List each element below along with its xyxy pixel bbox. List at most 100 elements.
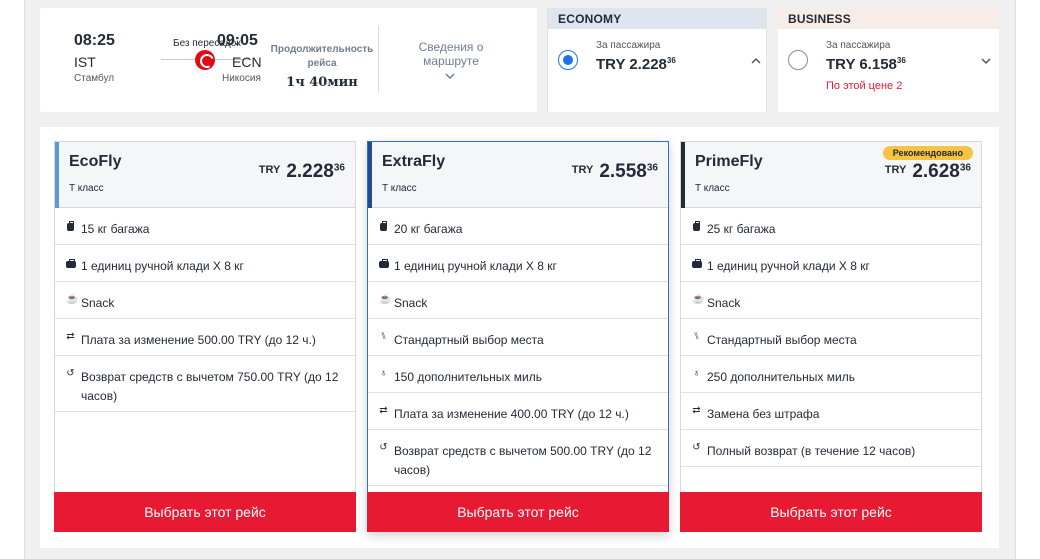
economy-cabin-title: ECONOMY bbox=[548, 8, 766, 29]
feature-text: Полный возврат (в течение 12 часов) bbox=[707, 444, 916, 458]
fare-header: Рекомендовано PrimeFly T класс TRY 2.6283… bbox=[681, 142, 981, 208]
duration-label: Продолжительность рейса bbox=[270, 44, 374, 69]
fare-currency: TRY bbox=[571, 164, 594, 176]
per-passenger-label: За пассажира bbox=[596, 40, 661, 51]
feature-text: Возврат средств с вычетом 500.00 TRY (до… bbox=[394, 444, 652, 477]
chevron-down-icon[interactable] bbox=[445, 71, 455, 81]
turkish-airlines-logo-icon bbox=[195, 50, 215, 70]
feature-text: 20 кг багажа bbox=[394, 222, 463, 236]
feature-text: Возврат средств с вычетом 750.00 TRY (до… bbox=[81, 370, 339, 403]
seat-icon: ⑊ bbox=[380, 331, 387, 342]
fare-class: T класс bbox=[382, 183, 417, 194]
fare-feature: ♁ 150 дополнительных миль bbox=[368, 356, 668, 393]
fare-price: TRY 2.22836 bbox=[259, 161, 345, 183]
chevron-up-icon[interactable] bbox=[751, 56, 761, 66]
flight-duration: 1ч 40мин bbox=[286, 75, 358, 90]
refund-icon: ↺ bbox=[379, 442, 388, 453]
fare-decimals: 36 bbox=[959, 162, 971, 174]
economy-price-amount: TRY 2.228 bbox=[596, 56, 667, 73]
fare-price: TRY 2.55836 bbox=[572, 161, 658, 183]
business-cabin-title: BUSINESS bbox=[778, 8, 999, 29]
recommended-badge: Рекомендовано bbox=[882, 146, 973, 160]
fare-feature: ↺ Возврат средств с вычетом 750.00 TRY (д… bbox=[55, 356, 355, 412]
fare-decimals: 36 bbox=[333, 162, 345, 174]
feature-text: Плата за изменение 500.00 TRY (до 12 ч.) bbox=[81, 333, 316, 347]
nonstop-label: Без пересадок bbox=[173, 38, 241, 49]
fare-feature: ⇄ Замена без штрафа bbox=[681, 393, 981, 430]
luggage-icon bbox=[692, 221, 701, 231]
feature-text: 1 единиц ручной клади X 8 кг bbox=[81, 259, 244, 273]
fare-feature: 1 единиц ручной клади X 8 кг bbox=[55, 245, 355, 282]
feature-text: 1 единиц ручной клади X 8 кг bbox=[394, 259, 557, 273]
luggage-icon bbox=[379, 221, 388, 231]
fare-amount: 2.228 bbox=[286, 161, 334, 182]
refund-icon: ↺ bbox=[66, 368, 75, 379]
change-fee-icon: ⇄ bbox=[379, 405, 388, 416]
fare-feature: 20 кг багажа bbox=[368, 208, 668, 245]
feature-text: Snack bbox=[707, 296, 741, 310]
departure-city: Стамбул bbox=[74, 73, 115, 84]
fare-decimals: 36 bbox=[646, 162, 658, 174]
fare-name: EcoFly bbox=[69, 153, 122, 170]
feature-text: Стандартный выбор места bbox=[394, 333, 544, 347]
fare-header: EcoFly T класс TRY 2.22836 bbox=[55, 142, 355, 208]
fare-feature: 25 кг багажа bbox=[681, 208, 981, 245]
fare-feature: ⇄ Плата за изменение 500.00 TRY (до 12 ч.… bbox=[55, 319, 355, 356]
carry-on-bag-icon bbox=[379, 258, 389, 268]
fare-feature: 1 единиц ручной клади X 8 кг bbox=[368, 245, 668, 282]
chevron-down-icon[interactable] bbox=[981, 56, 991, 66]
fare-card-extrafly: ExtraFly T класс TRY 2.55836 20 кг багажа… bbox=[367, 141, 669, 532]
snack-icon: ☕ bbox=[692, 294, 705, 305]
feature-text: 1 единиц ручной клади X 8 кг bbox=[707, 259, 870, 273]
fare-amount: 2.628 bbox=[912, 161, 960, 182]
carry-on-bag-icon bbox=[692, 258, 702, 268]
business-price-amount: TRY 6.158 bbox=[826, 56, 897, 73]
select-fare-button[interactable]: Выбрать этот рейс bbox=[680, 492, 982, 532]
fare-card-primefly: Рекомендовано PrimeFly T класс TRY 2.6283… bbox=[680, 141, 982, 532]
fare-name: ExtraFly bbox=[382, 153, 446, 170]
seat-icon: ⑊ bbox=[693, 331, 700, 342]
feature-text: Замена без штрафа bbox=[707, 407, 820, 421]
fare-name: PrimeFly bbox=[695, 153, 763, 170]
economy-cabin-option[interactable]: ECONOMY За пассажира TRY 2.22836 bbox=[547, 8, 767, 112]
business-cabin-option[interactable]: BUSINESS За пассажира TRY 6.15836 По это… bbox=[778, 8, 999, 112]
miles-icon: ♁ bbox=[379, 368, 388, 379]
arrival-time: 09:05 bbox=[217, 32, 258, 49]
fare-header: ExtraFly T класс TRY 2.55836 bbox=[368, 142, 668, 208]
feature-text: 15 кг багажа bbox=[81, 222, 150, 236]
refund-icon: ↺ bbox=[692, 442, 701, 453]
fare-feature: ☕ Snack bbox=[681, 282, 981, 319]
select-fare-button[interactable]: Выбрать этот рейс bbox=[54, 492, 356, 532]
economy-price-decimals: 36 bbox=[666, 56, 676, 65]
route-details-link[interactable]: Сведения о маршруте bbox=[418, 40, 484, 68]
arrival-city: Никосия bbox=[222, 73, 261, 84]
fare-currency: TRY bbox=[884, 164, 907, 176]
change-fee-icon: ⇄ bbox=[66, 331, 75, 342]
fare-accent-bar bbox=[681, 142, 685, 208]
divider bbox=[378, 26, 379, 93]
feature-text: 250 дополнительных миль bbox=[707, 370, 855, 384]
seats-left-notice: По этой цене 2 bbox=[826, 80, 903, 92]
fare-feature: ⇄ Плата за изменение 400.00 TRY (до 12 ч.… bbox=[368, 393, 668, 430]
departure-airport-code: IST bbox=[74, 54, 96, 70]
departure-time: 08:25 bbox=[74, 32, 115, 49]
snack-icon: ☕ bbox=[66, 294, 79, 305]
feature-text: 25 кг багажа bbox=[707, 222, 776, 236]
change-fee-icon: ⇄ bbox=[692, 405, 701, 416]
fare-feature: ↺ Возврат средств с вычетом 500.00 TRY (д… bbox=[368, 430, 668, 486]
feature-text: Snack bbox=[394, 296, 428, 310]
select-fare-button[interactable]: Выбрать этот рейс bbox=[367, 492, 669, 532]
feature-text: Snack bbox=[81, 296, 115, 310]
arrival-airport-code: ECN bbox=[232, 54, 262, 70]
fare-feature: ♁ 250 дополнительных миль bbox=[681, 356, 981, 393]
per-passenger-label: За пассажира bbox=[826, 40, 891, 51]
miles-icon: ♁ bbox=[692, 368, 701, 379]
fare-amount: 2.558 bbox=[599, 161, 647, 182]
feature-text: Плата за изменение 400.00 TRY (до 12 ч.) bbox=[394, 407, 629, 421]
fare-class: T класс bbox=[69, 183, 104, 194]
flight-summary-card: 08:25 IST Стамбул Без пересадок 09:05 EC… bbox=[40, 8, 537, 112]
fare-accent-bar bbox=[368, 142, 372, 208]
business-radio[interactable] bbox=[788, 50, 808, 70]
fare-card-ecofly: EcoFly T класс TRY 2.22836 15 кг багажа 1… bbox=[54, 141, 356, 532]
economy-radio[interactable] bbox=[558, 50, 578, 70]
